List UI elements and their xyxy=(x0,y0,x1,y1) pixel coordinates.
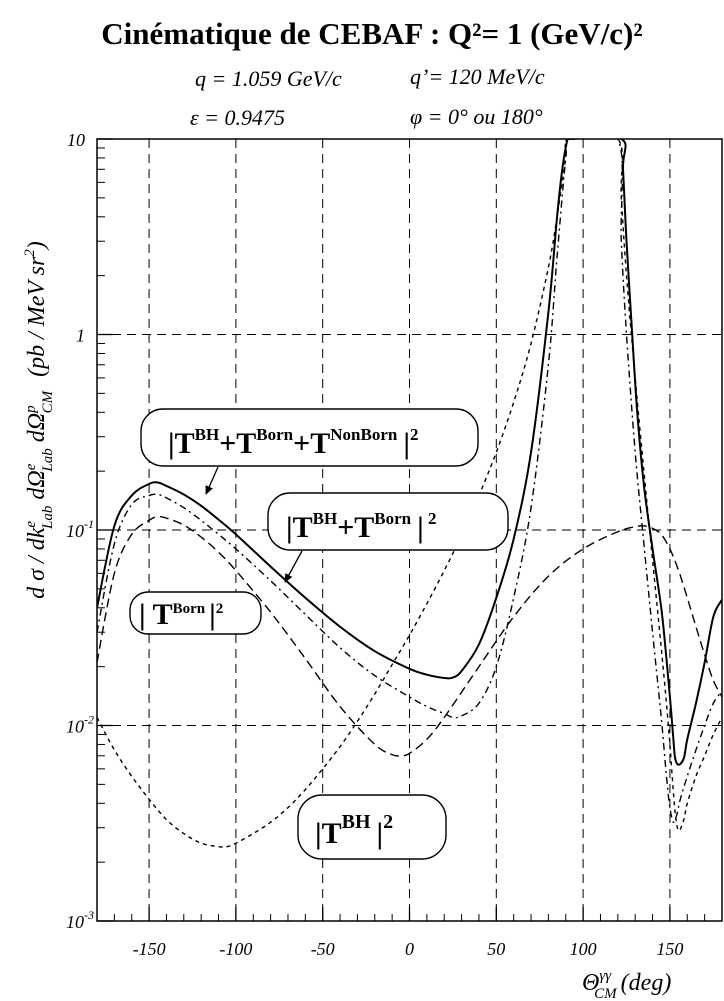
label-sup: BH xyxy=(342,811,371,833)
y-tick-label: 1 xyxy=(76,326,85,346)
x-tick-label: 100 xyxy=(570,939,597,959)
label-bh-box xyxy=(297,794,447,860)
series-line-4 xyxy=(97,139,722,848)
series-line-1 xyxy=(97,139,722,766)
series-lines xyxy=(97,139,722,848)
y-axis-title-part: d σ / dk xyxy=(24,527,50,599)
label-sup: NonBorn xyxy=(330,425,398,444)
label-part: | xyxy=(417,511,424,544)
y-axis-sub-lab: Lab xyxy=(40,448,56,473)
x-tick-label: -50 xyxy=(311,939,335,959)
label-part: | xyxy=(377,817,384,850)
label-part: +T xyxy=(293,427,330,460)
chart-title: Cinématique de CEBAF : Q²= 1 (GeV/c)² xyxy=(101,16,642,51)
y-tick-label: 10 xyxy=(67,130,85,150)
label-part: | T xyxy=(139,598,173,631)
label-sup: Born xyxy=(173,601,206,617)
label-sup: BH xyxy=(195,425,220,444)
label-sup: 2 xyxy=(383,811,393,833)
label-bh-born-box xyxy=(267,492,509,551)
label-bh-born-text: |TBH+TBorn | 2 xyxy=(286,509,437,544)
y-axis-units: (pb / MeV sr xyxy=(24,256,50,377)
param-epsilon: ε = 0.9475 xyxy=(190,105,285,130)
label-born-box xyxy=(129,591,262,635)
y-axis-sup-e: e xyxy=(23,521,39,528)
label-born-text: | TBorn |2 xyxy=(139,598,223,631)
label-sup: BH xyxy=(313,509,338,528)
y-axis-sup-e: e xyxy=(23,463,39,470)
x-axis-unit: (deg) xyxy=(621,970,672,996)
label-sup: 2 xyxy=(424,509,437,528)
param-phi: φ = 0° ou 180° xyxy=(410,104,543,129)
label-bh-text: |TBH |2 xyxy=(315,811,393,850)
x-axis-theta: Θ xyxy=(582,970,599,996)
y-tick-label: 10-1 xyxy=(66,517,94,541)
label-part: |T xyxy=(286,511,313,544)
label-part: |T xyxy=(168,427,195,460)
label-sup: Born xyxy=(374,509,411,528)
label-full: |TBH+TBorn+TNonBorn |2 xyxy=(140,408,479,467)
y-axis-sub-cm: CM xyxy=(40,389,56,413)
y-axis-units-close: ) xyxy=(24,241,50,251)
y-tick-label: 10-3 xyxy=(66,908,94,932)
label-bh-born: |TBH+TBorn | 2 xyxy=(267,492,509,551)
y-axis-sup-p: p xyxy=(23,405,39,414)
y-tick-label: 10-2 xyxy=(66,713,94,737)
label-sup: 2 xyxy=(216,601,224,617)
y-axis-title: d σ / dkeLab dΩeLab dΩpCM(pb / MeV sr2) xyxy=(22,241,56,599)
x-tick-labels: -150 -100 -50 0 50 100 150 xyxy=(96,907,723,959)
x-tick-label: 0 xyxy=(405,939,414,959)
x-axis-sub-cm: CM xyxy=(594,986,618,1001)
x-axis-title: Θγγ CM (deg) xyxy=(582,968,671,1001)
x-tick-label: -100 xyxy=(219,939,252,959)
label-full-box xyxy=(140,408,479,467)
y-axis-title-part: dΩ xyxy=(24,470,50,505)
label-full-text: |TBH+TBorn+TNonBorn |2 xyxy=(168,425,418,460)
param-q: q = 1.059 GeV/c xyxy=(195,66,342,91)
label-sup: Born xyxy=(256,425,293,444)
x-tick-label: -150 xyxy=(133,939,166,959)
y-axis-units-sq: 2 xyxy=(22,249,38,257)
arrow-full xyxy=(205,466,219,495)
arrow-bh-born xyxy=(284,550,303,583)
label-born: | TBorn |2 xyxy=(129,591,262,635)
x-tick-label: 50 xyxy=(487,939,505,959)
label-part: |T xyxy=(315,817,342,850)
y-tick-labels: 10-3 10-2 10-1 1 10 xyxy=(66,130,113,932)
label-sup: 2 xyxy=(410,425,419,444)
y-axis-sub-lab: Lab xyxy=(40,505,56,530)
label-part: | xyxy=(209,598,216,631)
label-bh: |TBH |2 xyxy=(297,794,447,860)
series-line-2 xyxy=(97,139,722,824)
param-qprime: q’= 120 MeV/c xyxy=(410,64,545,89)
label-part: +T xyxy=(337,511,374,544)
x-axis-sup-gg: γγ xyxy=(599,968,612,984)
label-part: +T xyxy=(219,427,256,460)
series-line-3 xyxy=(97,515,722,757)
label-part: | xyxy=(403,427,410,460)
y-axis-title-part: dΩ xyxy=(24,413,50,448)
x-tick-label: 150 xyxy=(656,939,683,959)
